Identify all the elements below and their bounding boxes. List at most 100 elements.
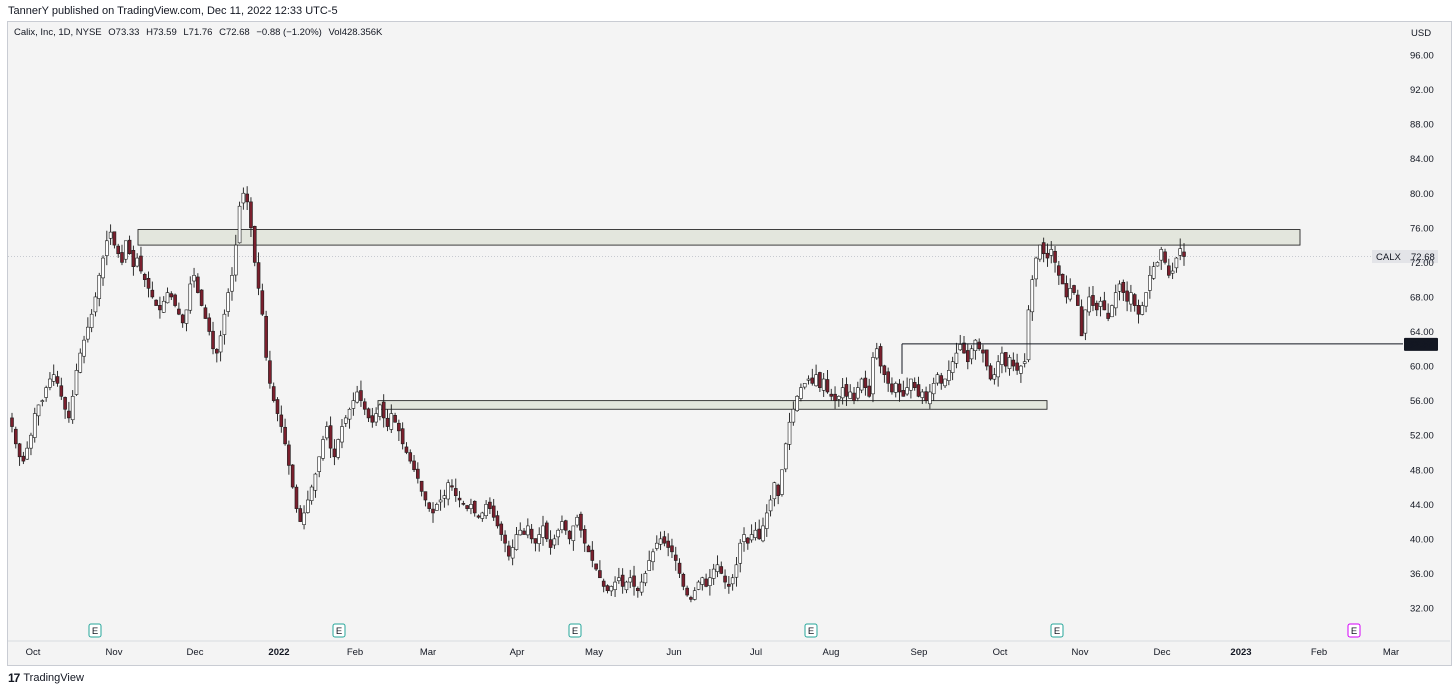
candle-body	[886, 371, 890, 384]
candle-body	[1003, 352, 1008, 367]
symbol-name[interactable]: Calix, Inc, 1D, NYSE	[14, 27, 102, 38]
candle-body	[594, 563, 598, 570]
candle-body	[931, 383, 936, 395]
earnings-marker-label: E	[572, 626, 578, 637]
candle-body	[662, 536, 667, 544]
candle-body	[93, 296, 98, 313]
candle-body	[1094, 302, 1099, 311]
candle-body	[730, 577, 735, 585]
price-zone	[377, 400, 1048, 410]
candle-body	[480, 512, 485, 519]
candle-body	[738, 542, 743, 564]
candle-body	[605, 585, 610, 592]
candle-body	[169, 293, 174, 298]
candle-body	[882, 365, 887, 376]
y-tick-label: 84.00	[1410, 154, 1434, 165]
candle-body	[1121, 281, 1126, 293]
candle-body	[211, 330, 215, 350]
candle-body	[814, 374, 818, 387]
candle-body	[317, 456, 322, 472]
candle-body	[651, 551, 655, 563]
candle-body	[920, 391, 925, 398]
candle-body	[833, 393, 837, 401]
candle-body	[1045, 252, 1050, 259]
candle-body	[791, 408, 796, 423]
candle-body	[44, 387, 48, 398]
candle-body	[70, 396, 75, 421]
candle-body	[981, 349, 985, 354]
candle-body	[1011, 359, 1016, 367]
candle-body	[776, 484, 780, 496]
candle-body	[397, 422, 401, 432]
candle-body	[768, 499, 773, 512]
candle-body	[579, 513, 583, 531]
level-price-tag	[1404, 337, 1438, 351]
low-value: L71.76	[183, 27, 213, 38]
candle-body	[446, 482, 450, 500]
zones-layer	[137, 229, 1301, 410]
tradingview-logo-icon[interactable]: 17	[8, 671, 20, 685]
candle-body	[491, 505, 496, 518]
candle-body	[294, 486, 299, 509]
candle-body	[1075, 294, 1080, 306]
candle-body	[215, 349, 219, 354]
candle-body	[67, 410, 71, 419]
candle-body	[624, 581, 629, 591]
candle-body	[1064, 283, 1069, 298]
candle-body	[700, 577, 705, 585]
candle-body	[461, 503, 466, 505]
candle-body	[1041, 242, 1046, 255]
candle-body	[806, 378, 811, 381]
candle-body	[795, 396, 799, 411]
candle-body	[101, 257, 105, 279]
candle-body	[222, 313, 227, 335]
candle-body	[230, 275, 234, 292]
candle-body	[188, 283, 193, 311]
candle-body	[859, 378, 864, 391]
candle-body	[321, 439, 325, 459]
candle-body	[1148, 275, 1152, 291]
candle-body	[818, 372, 822, 388]
candle-body	[988, 365, 993, 380]
candle-body	[522, 530, 526, 535]
candle-body	[996, 361, 1000, 378]
candle-body	[837, 396, 841, 400]
earnings-marker-label: E	[92, 626, 98, 637]
candle-body	[385, 417, 390, 427]
candle-body	[21, 455, 26, 462]
candle-body	[495, 515, 500, 527]
candle-body	[1049, 249, 1054, 256]
candle-body	[666, 540, 670, 548]
candle-body	[97, 275, 102, 299]
candle-body	[142, 274, 147, 280]
candle-body	[840, 387, 845, 399]
candle-body	[783, 443, 788, 470]
x-tick-label: Dec	[187, 647, 204, 658]
y-tick-label: 48.00	[1410, 465, 1434, 476]
candle-body	[734, 564, 739, 578]
candle-body	[359, 390, 363, 401]
candle-body	[1026, 309, 1031, 361]
candle-body	[670, 545, 674, 553]
x-tick-label: 2022	[268, 647, 289, 658]
x-tick-label: Apr	[510, 647, 525, 658]
candle-body	[613, 581, 617, 590]
candle-body	[821, 378, 826, 391]
candle-body	[810, 377, 815, 384]
y-tick-label: 80.00	[1410, 189, 1434, 200]
close-value: C72.68	[219, 27, 250, 38]
future-earnings-marker-label: E	[1351, 626, 1357, 637]
candle-body	[36, 404, 41, 417]
candle-body	[681, 573, 686, 587]
candle-body	[1022, 361, 1027, 364]
candle-body	[226, 292, 230, 312]
candle-body	[1000, 352, 1004, 365]
candle-body	[905, 387, 909, 395]
candle-body	[742, 534, 746, 542]
y-tick-label: 60.00	[1410, 362, 1434, 373]
candle-body	[347, 408, 352, 420]
candle-body	[764, 512, 769, 529]
footer-brand[interactable]: TradingView	[23, 672, 84, 684]
